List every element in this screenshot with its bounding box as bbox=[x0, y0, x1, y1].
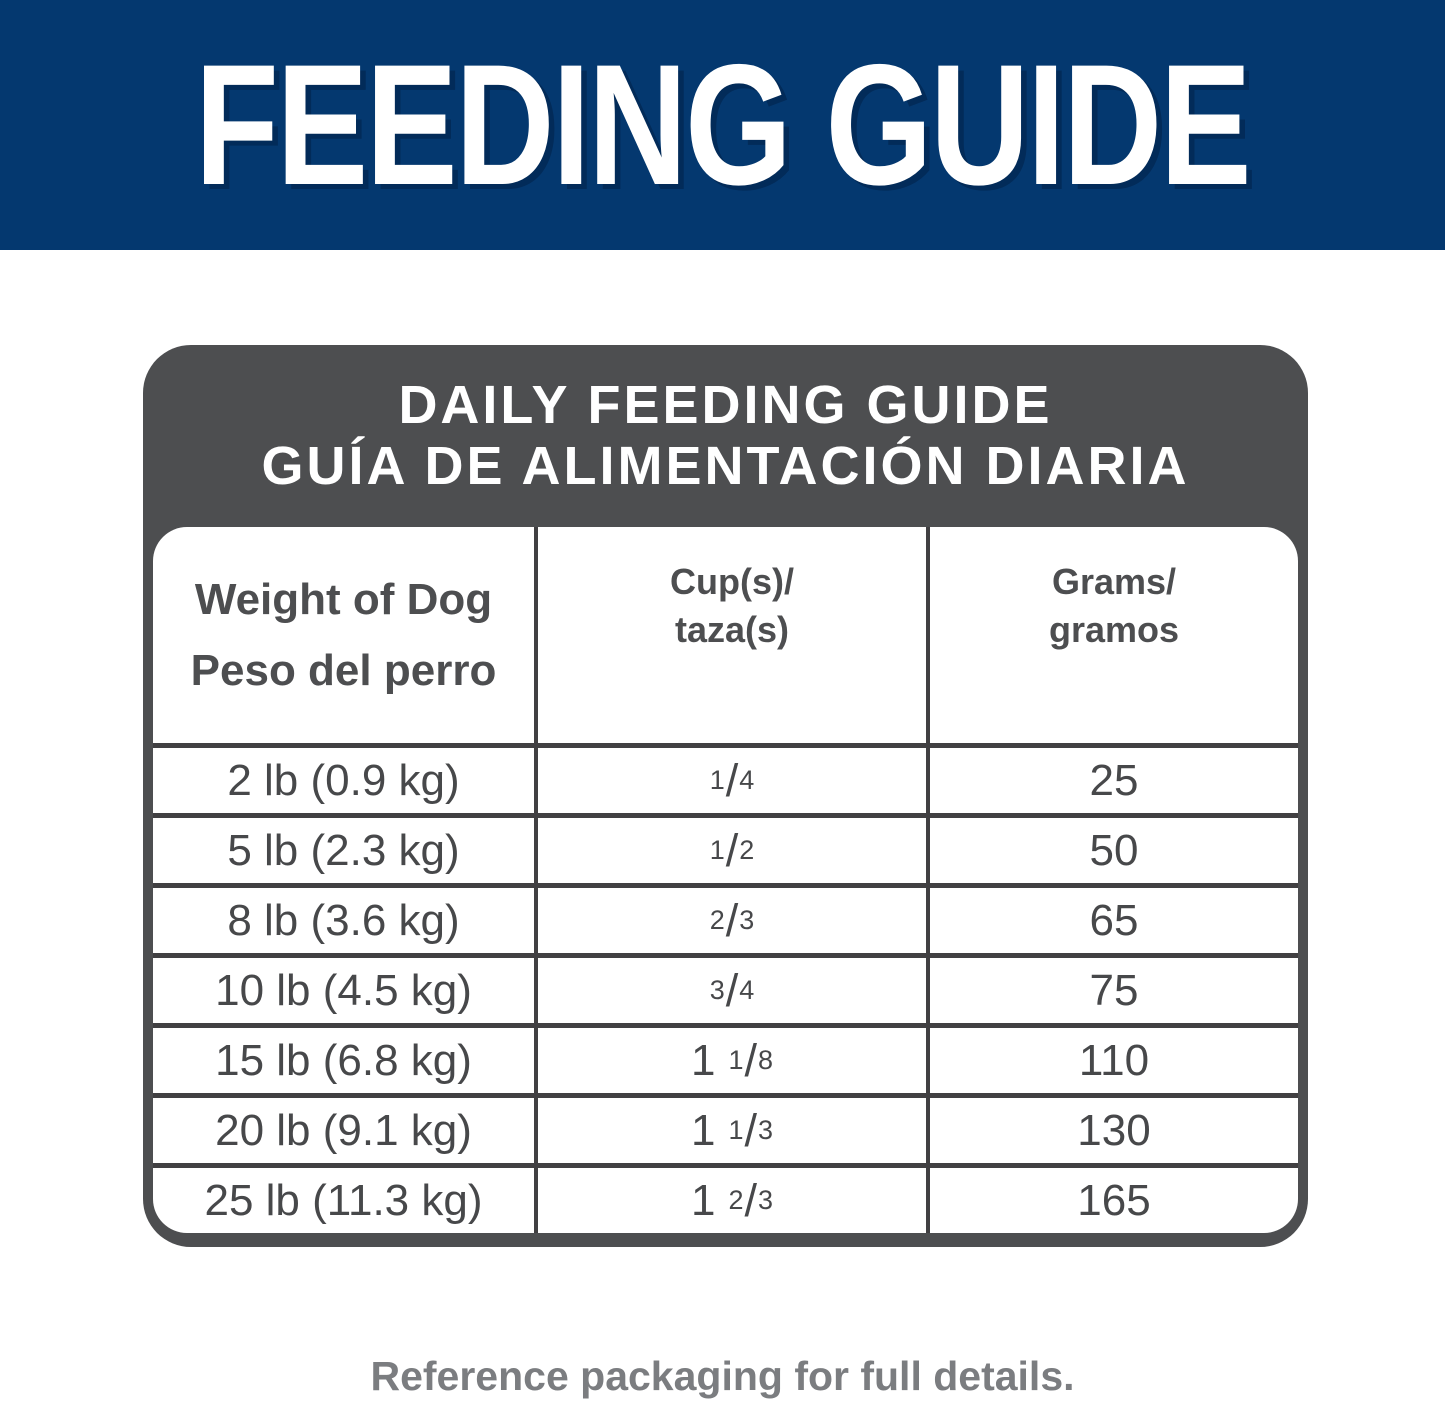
cups-denominator: 4 bbox=[739, 975, 755, 1005]
table-row: 15 lb (6.8 kg) 1 1/8 110 bbox=[153, 1023, 1298, 1093]
cups-whole: 1 bbox=[690, 1035, 716, 1085]
weight-cell: 15 lb (6.8 kg) bbox=[215, 1035, 472, 1085]
grams-cell: 75 bbox=[1089, 965, 1139, 1015]
cups-denominator: 2 bbox=[739, 835, 755, 865]
grams-cell: 25 bbox=[1089, 755, 1139, 805]
cups-denominator: 4 bbox=[739, 765, 755, 795]
grams-cell: 50 bbox=[1089, 825, 1139, 875]
table-row: 10 lb (4.5 kg) 3/4 75 bbox=[153, 953, 1298, 1023]
weight-cell: 2 lb (0.9 kg) bbox=[227, 755, 460, 805]
cups-denominator: 3 bbox=[758, 1115, 774, 1145]
cups-numerator: 2 bbox=[709, 905, 725, 935]
grams-cell: 65 bbox=[1089, 895, 1139, 945]
weight-cell: 5 lb (2.3 kg) bbox=[227, 825, 460, 875]
cups-cell: 3/4 bbox=[534, 958, 930, 1023]
daily-feeding-guide-card: DAILY FEEDING GUIDE GUÍA DE ALIMENTACIÓN… bbox=[143, 345, 1308, 1247]
fraction-slash: / bbox=[725, 964, 739, 1016]
cups-cell: 1 1/3 bbox=[534, 1098, 930, 1163]
fraction-slash: / bbox=[744, 1174, 757, 1226]
cups-numerator: 1 bbox=[709, 835, 725, 865]
column-header-cups-es: taza(s) bbox=[674, 609, 790, 650]
banner-title: FEEDING GUIDE bbox=[195, 29, 1252, 221]
table-row: 20 lb (9.1 kg) 1 1/3 130 bbox=[153, 1093, 1298, 1163]
card-header: DAILY FEEDING GUIDE GUÍA DE ALIMENTACIÓN… bbox=[153, 345, 1298, 527]
table-row: 2 lb (0.9 kg) 1/4 25 bbox=[153, 743, 1298, 813]
feeding-table: Weight of Dog Peso del perro Cup(s)/ taz… bbox=[153, 527, 1298, 1233]
cups-denominator: 8 bbox=[758, 1045, 774, 1075]
fraction-slash: / bbox=[725, 754, 739, 806]
grams-cell: 130 bbox=[1077, 1105, 1151, 1155]
card-title-spanish: GUÍA DE ALIMENTACIÓN DIARIA bbox=[261, 436, 1190, 496]
cups-cell: 1 1/8 bbox=[534, 1028, 930, 1093]
column-header-cups-en: Cup(s)/ bbox=[670, 561, 794, 602]
cups-numerator: 3 bbox=[709, 975, 725, 1005]
weight-cell: 8 lb (3.6 kg) bbox=[227, 895, 460, 945]
weight-cell: 25 lb (11.3 kg) bbox=[204, 1175, 483, 1225]
footer-note: Reference packaging for full details. bbox=[370, 1353, 1075, 1399]
cups-denominator: 3 bbox=[758, 1185, 774, 1215]
cups-numerator: 1 bbox=[709, 765, 725, 795]
cups-whole: 1 bbox=[690, 1175, 716, 1225]
cups-cell: 1/2 bbox=[534, 818, 930, 883]
column-header-cups: Cup(s)/ taza(s) bbox=[534, 527, 930, 743]
column-header-weight: Weight of Dog Peso del perro bbox=[153, 527, 534, 743]
column-header-weight-en: Weight of Dog bbox=[194, 575, 493, 624]
cups-numerator: 1 bbox=[728, 1115, 744, 1145]
column-header-grams-es: gramos bbox=[1048, 609, 1180, 650]
table-row: 25 lb (11.3 kg) 1 2/3 165 bbox=[153, 1163, 1298, 1233]
cups-numerator: 1 bbox=[728, 1045, 744, 1075]
column-header-weight-es: Peso del perro bbox=[190, 646, 497, 695]
table-row: 5 lb (2.3 kg) 1/2 50 bbox=[153, 813, 1298, 883]
fraction-slash: / bbox=[725, 824, 739, 876]
column-header-grams: Grams/ gramos bbox=[930, 527, 1298, 743]
cups-denominator: 3 bbox=[739, 905, 755, 935]
weight-cell: 20 lb (9.1 kg) bbox=[215, 1105, 472, 1155]
fraction-slash: / bbox=[725, 894, 739, 946]
table-row: 8 lb (3.6 kg) 2/3 65 bbox=[153, 883, 1298, 953]
cups-cell: 1 2/3 bbox=[534, 1168, 930, 1233]
cups-cell: 1/4 bbox=[534, 748, 930, 813]
table-header-row: Weight of Dog Peso del perro Cup(s)/ taz… bbox=[153, 527, 1298, 743]
card-title-english: DAILY FEEDING GUIDE bbox=[398, 375, 1053, 435]
weight-cell: 10 lb (4.5 kg) bbox=[215, 965, 472, 1015]
cups-numerator: 2 bbox=[728, 1185, 744, 1215]
fraction-slash: / bbox=[744, 1104, 757, 1156]
grams-cell: 110 bbox=[1078, 1035, 1150, 1085]
feeding-guide-banner: FEEDING GUIDE bbox=[0, 0, 1445, 250]
cups-cell: 2/3 bbox=[534, 888, 930, 953]
column-header-grams-en: Grams/ bbox=[1051, 561, 1177, 602]
footer: Reference packaging for full details. bbox=[0, 1352, 1445, 1400]
cups-whole: 1 bbox=[690, 1105, 716, 1155]
grams-cell: 165 bbox=[1077, 1175, 1151, 1225]
fraction-slash: / bbox=[744, 1034, 757, 1086]
